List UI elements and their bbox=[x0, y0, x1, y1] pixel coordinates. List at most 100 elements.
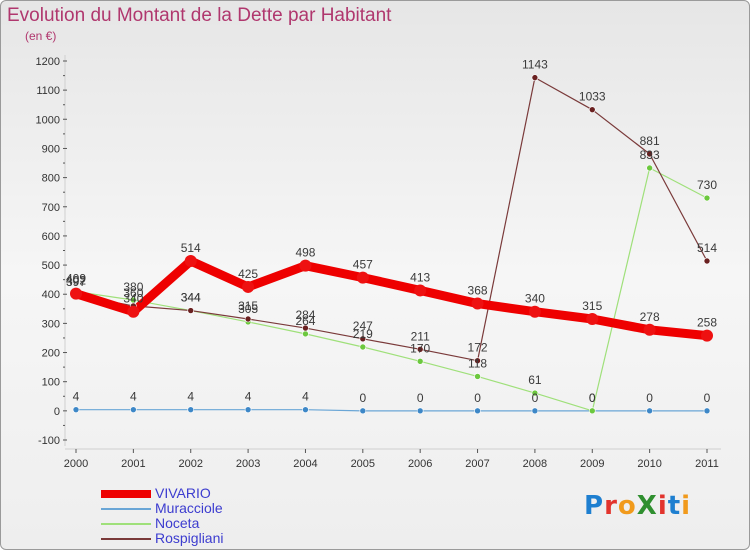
data-point bbox=[531, 389, 539, 397]
logo-letter: o bbox=[617, 491, 637, 521]
y-tick-label: 1200 bbox=[36, 56, 60, 68]
data-label: 1033 bbox=[579, 90, 606, 104]
x-tick-label: 2001 bbox=[121, 458, 145, 470]
x-tick-label: 2002 bbox=[178, 458, 202, 470]
logo-letter: t bbox=[667, 491, 682, 521]
x-tick-label: 2011 bbox=[695, 458, 719, 470]
y-tick-label: 600 bbox=[42, 231, 60, 243]
y-tick-label: 800 bbox=[42, 173, 60, 185]
data-point bbox=[302, 330, 309, 338]
data-label: 211 bbox=[411, 329, 430, 343]
y-tick-label: 500 bbox=[42, 260, 60, 272]
data-point bbox=[187, 307, 195, 314]
legend-label: VIVARIO bbox=[155, 485, 211, 501]
data-point bbox=[70, 287, 82, 300]
series-line-rospigliani bbox=[75, 77, 708, 362]
data-point bbox=[244, 406, 252, 413]
y-tick-label: 1100 bbox=[36, 85, 60, 97]
y-tick-label: 400 bbox=[42, 289, 60, 301]
data-point bbox=[646, 150, 653, 158]
data-point bbox=[531, 407, 539, 415]
data-label: 730 bbox=[697, 178, 717, 192]
x-tick-label: 2005 bbox=[351, 458, 375, 470]
data-label: 4 bbox=[245, 390, 252, 404]
data-point bbox=[72, 406, 80, 413]
data-label: 425 bbox=[238, 267, 258, 281]
x-tick-label: 2006 bbox=[408, 458, 432, 470]
data-label: 0 bbox=[589, 391, 596, 405]
data-label: 0 bbox=[417, 391, 424, 405]
chart-title: Evolution du Montant de la Dette par Hab… bbox=[7, 5, 392, 26]
data-label: 0 bbox=[359, 391, 366, 405]
data-label: 881 bbox=[640, 134, 660, 148]
data-point bbox=[416, 357, 424, 365]
data-point bbox=[359, 343, 367, 351]
data-label: 413 bbox=[410, 270, 430, 284]
series-lines bbox=[71, 77, 712, 412]
data-label: 247 bbox=[353, 319, 373, 333]
data-label: 368 bbox=[468, 284, 488, 298]
data-label: 457 bbox=[353, 258, 373, 272]
data-label: 0 bbox=[589, 391, 596, 405]
data-label: 4 bbox=[302, 390, 309, 404]
data-point bbox=[184, 254, 197, 267]
data-label: 4 bbox=[73, 390, 80, 404]
data-point bbox=[588, 106, 596, 113]
data-point bbox=[646, 407, 653, 415]
data-point bbox=[471, 297, 484, 310]
y-tick-label: 700 bbox=[42, 202, 60, 214]
data-label: 258 bbox=[697, 316, 717, 330]
data-point bbox=[703, 257, 711, 265]
data-point bbox=[414, 284, 427, 297]
y-tick-label: 300 bbox=[42, 318, 60, 330]
data-point bbox=[187, 406, 195, 413]
series-line-vivario bbox=[71, 256, 712, 341]
y-tick-label: 100 bbox=[42, 377, 60, 389]
data-point bbox=[474, 373, 481, 380]
logo-letter: X bbox=[636, 491, 658, 521]
data-point bbox=[130, 406, 137, 413]
data-label: 264 bbox=[295, 314, 315, 328]
data-label: 4 bbox=[130, 390, 137, 404]
data-labels: 402 340 514 425 498 457 413 368 340 315 278 258 4 4 4 4… bbox=[66, 58, 717, 405]
data-label: 344 bbox=[181, 291, 201, 305]
data-point bbox=[302, 406, 309, 413]
data-label: 219 bbox=[353, 327, 373, 341]
y-tick-label: -100 bbox=[38, 435, 60, 447]
data-point bbox=[474, 357, 481, 365]
data-point bbox=[531, 74, 539, 81]
data-label: 170 bbox=[410, 341, 430, 355]
data-label: 0 bbox=[474, 391, 481, 405]
data-label: 380 bbox=[123, 280, 143, 294]
legend-swatch bbox=[101, 523, 151, 525]
x-tick-label: 2004 bbox=[293, 458, 317, 470]
data-label: 344 bbox=[181, 291, 201, 305]
legend-swatch bbox=[101, 538, 151, 540]
legend-swatch bbox=[101, 508, 151, 510]
data-label: 172 bbox=[468, 341, 488, 355]
data-point bbox=[244, 315, 252, 323]
data-label: 315 bbox=[582, 299, 602, 313]
x-tick-label: 2003 bbox=[236, 458, 260, 470]
data-point bbox=[127, 305, 140, 318]
logo-letter: i bbox=[681, 491, 692, 521]
data-point bbox=[474, 407, 481, 415]
data-label: 0 bbox=[532, 391, 539, 405]
data-label: 360 bbox=[123, 286, 143, 300]
data-point bbox=[643, 323, 656, 336]
chart-subtitle: (en €) bbox=[25, 29, 57, 43]
series-points bbox=[70, 74, 713, 415]
data-label: 0 bbox=[646, 391, 653, 405]
data-point bbox=[646, 164, 653, 172]
series-line-noceta bbox=[75, 167, 708, 412]
data-label: 1143 bbox=[522, 58, 548, 72]
y-tick-label: 1000 bbox=[36, 114, 60, 126]
data-label: 315 bbox=[238, 299, 258, 313]
data-label: 0 bbox=[704, 391, 711, 405]
legend-label: Muracciole bbox=[155, 500, 223, 516]
y-tick-label: 900 bbox=[42, 143, 60, 155]
data-point bbox=[588, 407, 596, 415]
x-tick-label: 2008 bbox=[523, 458, 547, 470]
data-point bbox=[416, 407, 424, 415]
